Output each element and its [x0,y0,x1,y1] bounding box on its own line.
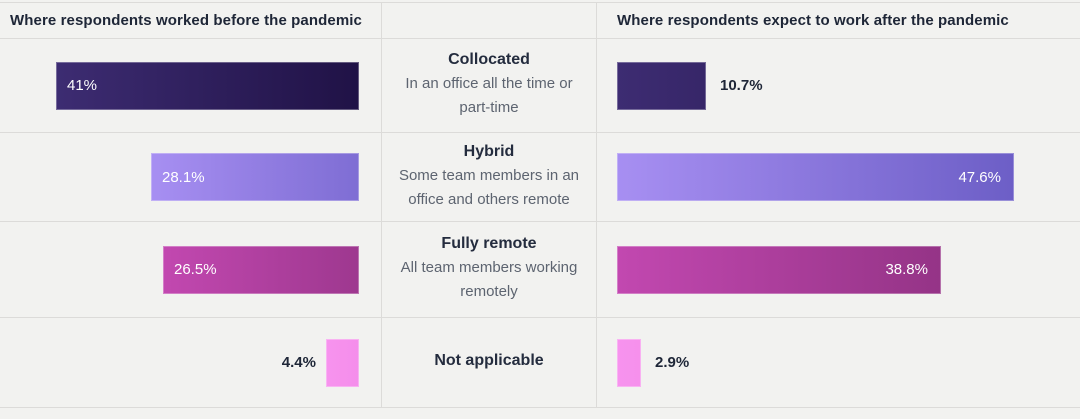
bar-cell-after-not-applicable: 2.9% [597,318,1080,408]
bar-cell-before-fully-remote: 26.5% [0,222,381,318]
bar-cell-after-collocated: 10.7% [597,39,1080,133]
category-title: Fully remote [441,235,537,252]
bar-cell-before-collocated: 41% [0,39,381,133]
chart-title-after-label: Where respondents expect to work after t… [617,12,1009,29]
bar-cell-after-fully-remote: 38.8% [597,222,1080,318]
bar-after-collocated: 10.7% [617,61,763,110]
bar-after-fully-remote: 38.8% [617,245,941,294]
category-fully-remote: Fully remote All team members working re… [381,222,597,318]
bar-cell-after-hybrid: 47.6% [597,133,1080,222]
category-not-applicable: Not applicable [381,318,597,408]
chart-grid: Where respondents worked before the pand… [0,2,1080,408]
bar-cell-before-not-applicable: 4.4% [0,318,381,408]
bar-after-hybrid: 47.6% [617,153,1014,201]
value-label-after-fully-remote: 38.8% [885,261,928,278]
value-label-before-fully-remote: 26.5% [174,261,217,278]
category-title: Collocated [448,51,530,68]
bar-cell-before-hybrid: 28.1% [0,133,381,222]
value-label-before-hybrid: 28.1% [162,168,205,186]
chart-title-after: Where respondents expect to work after t… [597,2,1080,39]
bar-before-not-applicable: 4.4% [282,338,359,387]
category-description: In an office all the time or part-time [405,75,573,116]
category-title: Hybrid [463,142,515,160]
bar-after-not-applicable: 2.9% [617,338,689,387]
header-spacer [381,2,597,39]
bar-before-hybrid: 28.1% [151,153,359,201]
chart-title-before: Where respondents worked before the pand… [0,2,381,39]
category-description: All team members working remotely [400,259,578,300]
category-collocated: Collocated In an office all the time or … [381,39,597,133]
category-title: Not applicable [434,352,544,369]
chart-title-before-label: Where respondents worked before the pand… [10,12,362,29]
value-label-before-collocated: 41% [67,77,98,94]
value-label-after-not-applicable: 2.9% [655,354,690,371]
category-hybrid: Hybrid Some team members in an office an… [381,133,597,222]
value-label-before-not-applicable: 4.4% [281,354,316,371]
bar-before-collocated: 41% [56,61,359,110]
value-label-after-hybrid: 47.6% [958,168,1001,186]
bar-before-fully-remote: 26.5% [163,245,359,294]
value-label-after-collocated: 10.7% [720,77,763,94]
category-description: Some team members in an office and other… [398,166,580,208]
